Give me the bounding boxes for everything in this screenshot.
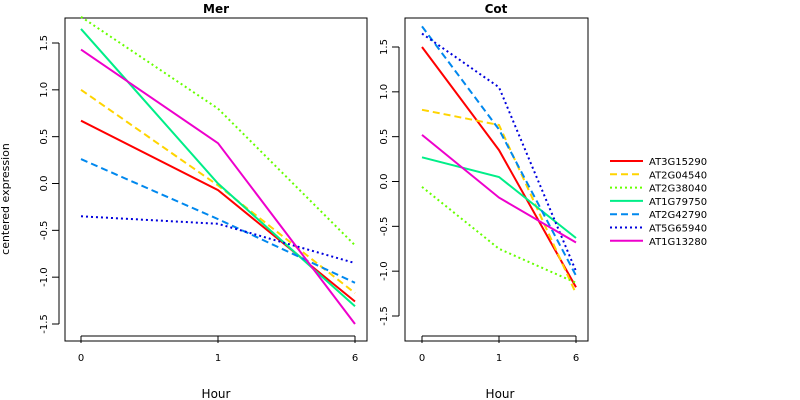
series-group bbox=[421, 25, 577, 295]
series-line-at2g42790 bbox=[80, 158, 356, 284]
series-line-at1g79750 bbox=[421, 156, 577, 239]
x-tick-label: 1 bbox=[496, 353, 502, 364]
x-tick-label: 6 bbox=[352, 353, 358, 364]
y-tick-label: 0.5 bbox=[39, 129, 50, 145]
legend-label: AT1G13280 bbox=[649, 237, 707, 248]
panel-mer: Mer Hour -1.5 -1.0 -0.5 0.0 0.5 1.0 1.5 0 1 6 bbox=[39, 2, 368, 400]
series-line-at2g38040 bbox=[421, 186, 577, 284]
x-tick-label: 0 bbox=[78, 353, 84, 364]
series-line-at5g65940 bbox=[80, 215, 356, 265]
series-line-at3g15290 bbox=[421, 46, 577, 288]
y-axis: -1.5 -1.0 -0.5 0.0 0.5 1.0 1.5 bbox=[379, 39, 400, 326]
y-tick-label: 0.0 bbox=[379, 174, 390, 190]
plot-frame bbox=[64, 17, 368, 342]
legend-label: AT5G65940 bbox=[649, 224, 707, 235]
y-tick-label: -0.5 bbox=[379, 217, 390, 237]
x-tick-label: 1 bbox=[215, 353, 221, 364]
legend-label: AT2G04540 bbox=[649, 170, 707, 181]
legend-label: AT1G79750 bbox=[649, 197, 707, 208]
series-group bbox=[80, 15, 356, 325]
y-tick-label: 1.0 bbox=[379, 84, 390, 100]
x-tick-label: 0 bbox=[419, 353, 425, 364]
legend-label: AT2G42790 bbox=[649, 210, 707, 221]
y-tick-label: -1.0 bbox=[379, 261, 390, 281]
series-line-at5g65940 bbox=[421, 32, 577, 272]
x-tick-label: 6 bbox=[573, 353, 579, 364]
series-line-at1g13280 bbox=[421, 134, 577, 244]
series-line-at1g13280 bbox=[80, 48, 356, 325]
panel-title: Cot bbox=[485, 2, 508, 16]
y-tick-label: 1.0 bbox=[39, 82, 50, 98]
legend-label: AT3G15290 bbox=[649, 157, 707, 168]
plot-frame bbox=[404, 17, 589, 342]
y-tick-label: 0.5 bbox=[379, 129, 390, 145]
y-tick-label: 1.5 bbox=[39, 35, 50, 51]
legend: AT3G15290 AT2G04540 AT2G38040 AT1G79750 AT2G… bbox=[610, 157, 707, 248]
x-axis-label: Hour bbox=[486, 387, 515, 400]
panel-cot: Cot Hour -1.5 -1.0 -0.5 0.0 0.5 1.0 1.5 0 1 6 bbox=[379, 2, 589, 400]
series-line-at3g15290 bbox=[80, 119, 356, 303]
y-axis: -1.5 -1.0 -0.5 0.0 0.5 1.0 1.5 bbox=[39, 35, 60, 334]
x-axis: 0 1 6 bbox=[419, 335, 579, 364]
x-axis-label: Hour bbox=[202, 387, 231, 400]
y-axis-label: centered expression bbox=[0, 143, 12, 255]
y-tick-label: 0.0 bbox=[39, 176, 50, 192]
series-line-at2g04540 bbox=[80, 88, 356, 294]
y-tick-label: -1.0 bbox=[39, 267, 50, 287]
series-line-at2g38040 bbox=[80, 15, 356, 247]
x-axis: 0 1 6 bbox=[78, 335, 358, 364]
panel-title: Mer bbox=[203, 2, 229, 16]
y-tick-label: -1.5 bbox=[39, 314, 50, 334]
series-line-at2g04540 bbox=[421, 108, 577, 295]
y-tick-label: -0.5 bbox=[39, 221, 50, 241]
y-tick-label: -1.5 bbox=[379, 306, 390, 326]
legend-label: AT2G38040 bbox=[649, 184, 707, 195]
y-tick-label: 1.5 bbox=[379, 39, 390, 55]
